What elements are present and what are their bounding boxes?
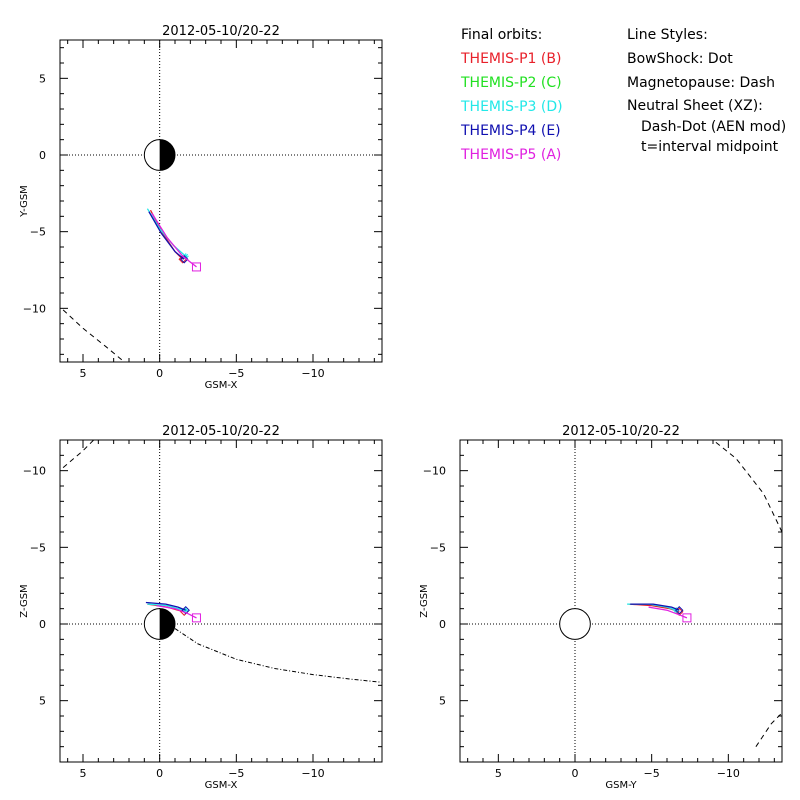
orbit-end-marker	[191, 613, 201, 623]
orbit-end-marker	[675, 605, 684, 615]
y-axis-label: Z-GSM	[19, 584, 30, 617]
orbit-end-marker	[682, 613, 692, 623]
orbit-line	[630, 603, 680, 611]
magnetopause-line	[755, 712, 782, 747]
y-tick-label: −10	[23, 302, 46, 315]
plot-title: 2012-05-10/20-22	[162, 424, 280, 439]
y-axis-label: Z-GSM	[419, 584, 430, 617]
legend-probe-p4: THEMIS-P4 (E)	[461, 123, 561, 139]
plot-content	[62, 208, 201, 362]
line-styles-legend: Line Styles: BowShock: Dot Magnetopause:…	[627, 23, 786, 157]
line-style-neutral-sheet-style: Dash-Dot (AEN mod)	[641, 119, 787, 135]
orbit-end-marker	[191, 262, 201, 272]
earth-night-side	[159, 608, 175, 640]
legend-probe-p3: THEMIS-P3 (D)	[461, 99, 563, 115]
earth-night-side	[159, 139, 175, 171]
y-tick-label: 0	[439, 618, 446, 631]
line-styles-title: Line Styles:	[627, 27, 708, 43]
x-tick-label: −5	[228, 367, 244, 380]
y-tick-label: −5	[430, 541, 446, 554]
x-tick-label: 0	[156, 367, 163, 380]
orbit-line	[156, 604, 197, 619]
orbit-line	[145, 601, 186, 611]
line-style-neutral-sheet: Neutral Sheet (XZ):	[627, 98, 763, 114]
line-style-bowshock: BowShock: Dot	[627, 51, 733, 67]
plot-frame	[459, 439, 783, 763]
x-axis-label: GSM-X	[205, 780, 238, 791]
orbit-line	[148, 211, 185, 260]
line-style-magnetopause: Magnetopause: Dash	[627, 75, 776, 91]
x-tick-label: 5	[495, 767, 502, 780]
x-tick-label: −10	[301, 767, 324, 780]
legend-probe-p5: THEMIS-P5 (A)	[461, 147, 562, 163]
plot-frame	[59, 439, 383, 763]
orbit-line	[147, 603, 186, 611]
y-tick-label: 0	[39, 618, 46, 631]
line-style-time-note: t=interval midpoint	[641, 139, 779, 155]
magnetopause-line	[62, 309, 125, 362]
x-tick-label: 5	[80, 767, 87, 780]
orbit-line	[151, 212, 197, 268]
plot-title: 2012-05-10/20-22	[162, 24, 280, 39]
x-tick-label: 0	[572, 767, 579, 780]
legend-probe-p1: THEMIS-P1 (B)	[461, 51, 562, 67]
x-tick-label: −5	[228, 767, 244, 780]
x-tick-label: −10	[301, 367, 324, 380]
x-tick-label: 5	[80, 367, 87, 380]
x-tick-label: −5	[644, 767, 660, 780]
plot-frame	[59, 39, 383, 363]
x-axis-label: GSM-Y	[605, 780, 637, 791]
magnetopause-line	[62, 440, 95, 468]
earth-icon	[559, 608, 591, 640]
orbit-end-marker	[182, 253, 189, 260]
orbits-legend-title: Final orbits:	[461, 27, 543, 43]
panel-yz: 5 0 −5 −10 5 0 −5 −10 2012-05-10/20-22 GSM-Y Z-GSM	[419, 424, 783, 791]
y-axis-label: Y-GSM	[19, 185, 30, 218]
orbit-end-marker	[182, 607, 189, 614]
y-tick-label: 5	[39, 72, 46, 85]
y-tick-label: −10	[23, 465, 46, 478]
legend-probe-p2: THEMIS-P2 (C)	[461, 75, 562, 91]
y-tick-label: −5	[30, 541, 46, 554]
plot-title: 2012-05-10/20-22	[562, 424, 680, 439]
y-tick-label: 5	[439, 695, 446, 708]
panel-xz: 5 0 −5 −10 5 0 −5 −10 2012-05-10/20-22 GSM-X Z-GSM	[19, 424, 383, 791]
y-tick-label: −10	[423, 465, 446, 478]
x-tick-label: −10	[717, 767, 740, 780]
plot-content	[62, 440, 382, 683]
neutral-sheet-line	[174, 628, 382, 683]
x-tick-label: 0	[156, 767, 163, 780]
y-tick-label: 0	[39, 149, 46, 162]
orbit-end-marker	[181, 605, 190, 615]
orbits-legend: Final orbits: THEMIS-P1 (B) THEMIS-P2 (C…	[461, 23, 563, 167]
panel-xy: 5 0 −5 −10 5 0 −5 −10 2012-05-10/20-22 GSM-X Y-GSM	[19, 24, 383, 391]
magnetopause-line	[712, 440, 782, 533]
y-tick-label: −5	[30, 226, 46, 239]
x-axis-label: GSM-X	[205, 380, 238, 391]
y-tick-label: 5	[39, 695, 46, 708]
plot-content	[627, 440, 782, 747]
orbit-end-marker	[179, 255, 189, 264]
